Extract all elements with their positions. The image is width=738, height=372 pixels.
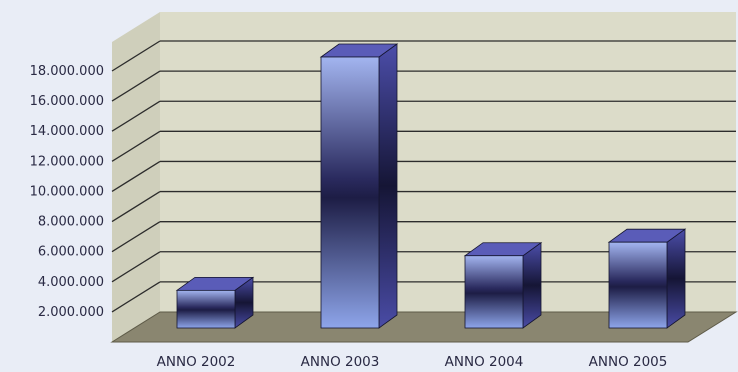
grid-line-side <box>111 160 161 192</box>
y-tick-label: 16.000.000 <box>30 94 104 109</box>
bar-side <box>522 241 542 329</box>
x-category-label: ANNO 2002 <box>157 354 236 370</box>
bar-front <box>176 289 236 329</box>
grid-line-side <box>111 221 161 253</box>
bar <box>463 241 543 329</box>
grid-line-side <box>111 70 161 102</box>
y-tick-label: 8.000.000 <box>38 215 104 230</box>
bar <box>175 276 255 329</box>
y-tick-label: 12.000.000 <box>30 154 104 169</box>
bar-side <box>378 43 398 329</box>
bar-front <box>320 56 380 329</box>
x-category-label: ANNO 2005 <box>589 354 668 370</box>
bar <box>319 43 399 329</box>
y-tick-label: 4.000.000 <box>38 275 104 290</box>
bar-front <box>464 255 524 329</box>
bar-side <box>666 228 686 329</box>
bar-front <box>608 241 668 329</box>
grid-line-side <box>111 130 161 162</box>
y-tick-label: 14.000.000 <box>30 124 104 139</box>
x-category-label: ANNO 2004 <box>445 354 524 370</box>
chart-floor <box>110 311 738 343</box>
x-category-label: ANNO 2003 <box>301 354 380 370</box>
grid-line-side <box>111 40 161 72</box>
y-tick-label: 10.000.000 <box>30 184 104 199</box>
grid-line-side <box>111 251 161 283</box>
grid-line-side <box>111 191 161 223</box>
bar <box>607 228 687 329</box>
y-tick-label: 18.000.000 <box>30 64 104 79</box>
y-tick-label: 2.000.000 <box>38 305 104 320</box>
grid-line-side <box>111 281 161 313</box>
y-tick-label: 6.000.000 <box>38 245 104 260</box>
grid-line-side <box>111 100 161 132</box>
